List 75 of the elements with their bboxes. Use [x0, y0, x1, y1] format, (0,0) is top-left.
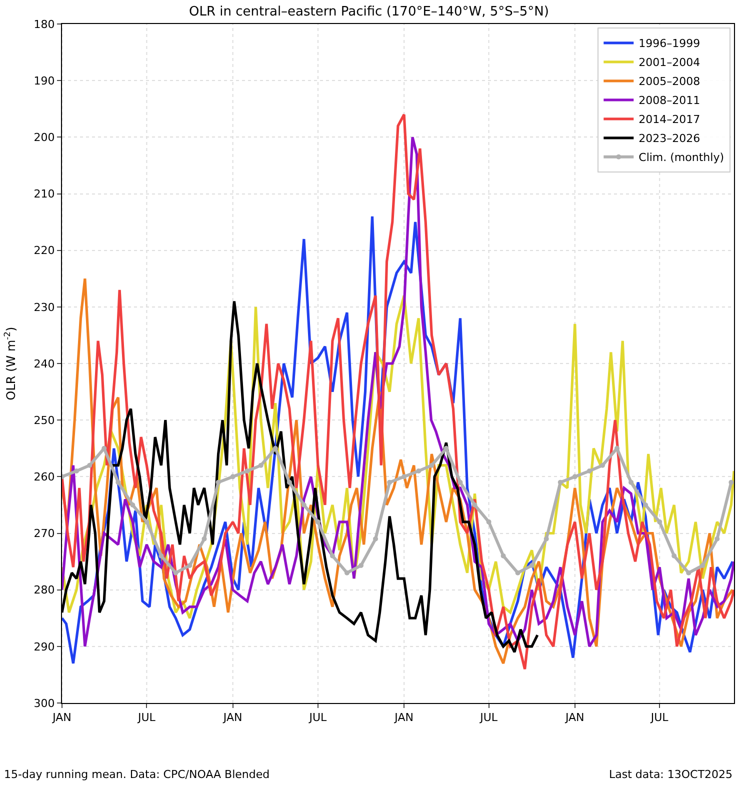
text: 15-day running mean. Data: CPC/NOAA Blended: [4, 768, 270, 781]
legend-label: 2001–2004: [638, 56, 700, 70]
y-tick-label: 180: [34, 18, 55, 31]
y-tick-label: 270: [34, 527, 55, 540]
x-tick-label: JAN: [52, 711, 72, 724]
x-tick-label: JAN: [564, 711, 584, 724]
point: [187, 563, 192, 568]
point: [87, 462, 92, 468]
point: [643, 502, 648, 508]
y-tick-label: 200: [34, 131, 55, 144]
x-tick-label: JUL: [650, 711, 670, 724]
point: [387, 480, 392, 485]
point: [173, 570, 178, 576]
line-series: [62, 446, 734, 576]
point: [130, 502, 136, 508]
chart-title: OLR in central–eastern Pacific (170°E–140°W, 5°S–5°N): [189, 4, 549, 20]
point: [74, 468, 80, 474]
legend-label: Clim. (monthly): [638, 151, 724, 164]
point: [315, 519, 320, 524]
x-tick-label: JUL: [479, 711, 498, 724]
point: [202, 536, 207, 542]
y-tick-label: 190: [34, 74, 55, 88]
point: [572, 474, 578, 480]
legend-label: 2005–2008: [638, 75, 700, 88]
y-tick-label: 230: [34, 300, 55, 314]
point: [458, 480, 463, 485]
point: [216, 480, 221, 485]
point: [301, 502, 306, 508]
point: [429, 462, 434, 468]
y-tick-label: 210: [34, 188, 55, 201]
point: [515, 570, 520, 576]
y-tick-label: 290: [34, 640, 55, 654]
point: [358, 563, 364, 568]
point: [714, 536, 720, 542]
point: [158, 553, 164, 558]
point: [486, 519, 492, 524]
point: [558, 480, 563, 485]
point: [500, 553, 506, 558]
point: [402, 474, 407, 480]
y-tick-label: 240: [34, 357, 55, 370]
point: [286, 480, 292, 485]
x-tick-label: JAN: [394, 711, 414, 724]
point: [472, 502, 478, 508]
y-tick-label: 250: [34, 414, 55, 427]
x-tick-label: JUL: [136, 711, 156, 724]
y-tick-label: 220: [34, 244, 55, 258]
x-tick-label: JAN: [222, 711, 242, 724]
point: [700, 563, 706, 568]
legend-label: 2014–2017: [638, 113, 700, 126]
point: [600, 462, 605, 468]
point: [628, 480, 634, 485]
point: [529, 563, 534, 568]
point: [116, 480, 121, 485]
point: [244, 468, 250, 474]
y-tick-label: 280: [34, 584, 55, 597]
legend-label: 2008–2011: [638, 94, 700, 108]
legend-label: 1996–1999: [638, 37, 700, 50]
point: [657, 519, 662, 524]
x-tick-label: JUL: [308, 711, 328, 724]
y-tick-label: 300: [34, 696, 55, 710]
point: [672, 553, 677, 558]
y-tick-label: 260: [34, 470, 55, 484]
legend-label: 2023–2026: [638, 132, 700, 146]
point: [544, 536, 549, 542]
point: [330, 553, 335, 558]
point: [344, 570, 350, 576]
point: [586, 468, 592, 474]
point: [258, 462, 264, 468]
text: Last data: 13OCT2025: [609, 768, 732, 781]
point: [373, 536, 378, 542]
point: [416, 468, 422, 474]
point: [728, 480, 734, 485]
point: [144, 519, 150, 524]
point: [686, 570, 692, 576]
point: [230, 474, 236, 480]
